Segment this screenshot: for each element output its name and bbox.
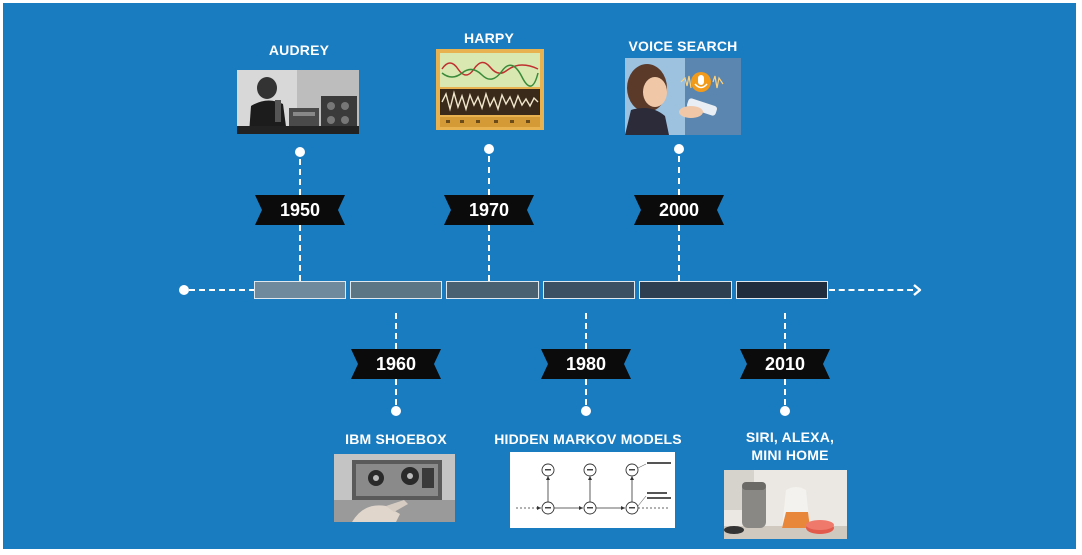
milestone-connector-2000 [678,156,680,195]
year-tag-1970: 1970 [444,195,534,225]
harpy-spectrogram-icon [436,49,544,130]
year-tag-1960: 1960 [351,349,441,379]
milestone-title-ibm-shoebox: IBM SHOEBOX [345,431,447,447]
timeline-start-dot [179,285,189,295]
hmm-diagram-icon [510,452,675,528]
year-tag-2010: 2010 [740,349,830,379]
timeline-segment-2 [350,281,442,299]
milestone-connector-1960-upper [395,313,397,349]
timeline-segment-4 [543,281,635,299]
year-label-1970: 1970 [468,200,510,220]
milestone-connector-1970-lower [488,225,490,281]
year-label-1950: 1950 [279,200,321,220]
milestone-dot-2000 [674,144,684,154]
milestone-title-harpy: HARPY [463,30,514,46]
timeline-axis-right [829,289,913,291]
ibm-shoebox-photo-icon [334,454,455,522]
timeline-arrow-icon [913,284,922,296]
milestone-connector-1970 [488,156,490,195]
timeline-axis-left [189,289,255,291]
milestone-title-siri-alexa-mini-home: SIRI, ALEXA, MINI HOME [715,428,865,464]
year-label-2010: 2010 [764,354,806,374]
milestone-title-hidden-markov-models: HIDDEN MARKOV MODELS [494,431,682,447]
year-tag-1980: 1980 [541,349,631,379]
milestone-connector-2000-lower [678,225,680,281]
timeline-diagram: AUDREY 1950 HARPY [3,3,1076,549]
timeline-segment-3 [446,281,539,299]
timeline-segment-6 [736,281,828,299]
milestone-dot-1950 [295,147,305,157]
year-tag-1950: 1950 [255,195,345,225]
year-label-1960: 1960 [375,354,417,374]
voice-search-photo-icon [625,58,741,135]
year-tag-2000: 2000 [634,195,724,225]
milestone-connector-2010-upper [784,313,786,349]
milestone-connector-2010 [784,379,786,405]
year-label-1980: 1980 [565,354,607,374]
timeline-segment-1 [254,281,346,299]
milestone-title-voice-search: VOICE SEARCH [628,38,738,54]
milestone-connector-1980-upper [585,313,587,349]
milestone-dot-1960 [391,406,401,416]
milestone-dot-1980 [581,406,591,416]
year-label-2000: 2000 [658,200,700,220]
milestone-connector-1950-lower [299,225,301,281]
milestone-connector-1960 [395,379,397,405]
milestone-connector-1950 [299,159,301,195]
milestone-title-line-2: MINI HOME [751,447,829,463]
timeline-segment-5 [639,281,732,299]
audrey-photo-icon [237,70,359,134]
milestone-dot-1970 [484,144,494,154]
milestone-title-audrey: AUDREY [268,42,330,58]
smart-speakers-photo-icon [724,470,847,539]
milestone-dot-2010 [780,406,790,416]
milestone-connector-1980 [585,379,587,405]
milestone-title-line-1: SIRI, ALEXA, [745,429,835,445]
